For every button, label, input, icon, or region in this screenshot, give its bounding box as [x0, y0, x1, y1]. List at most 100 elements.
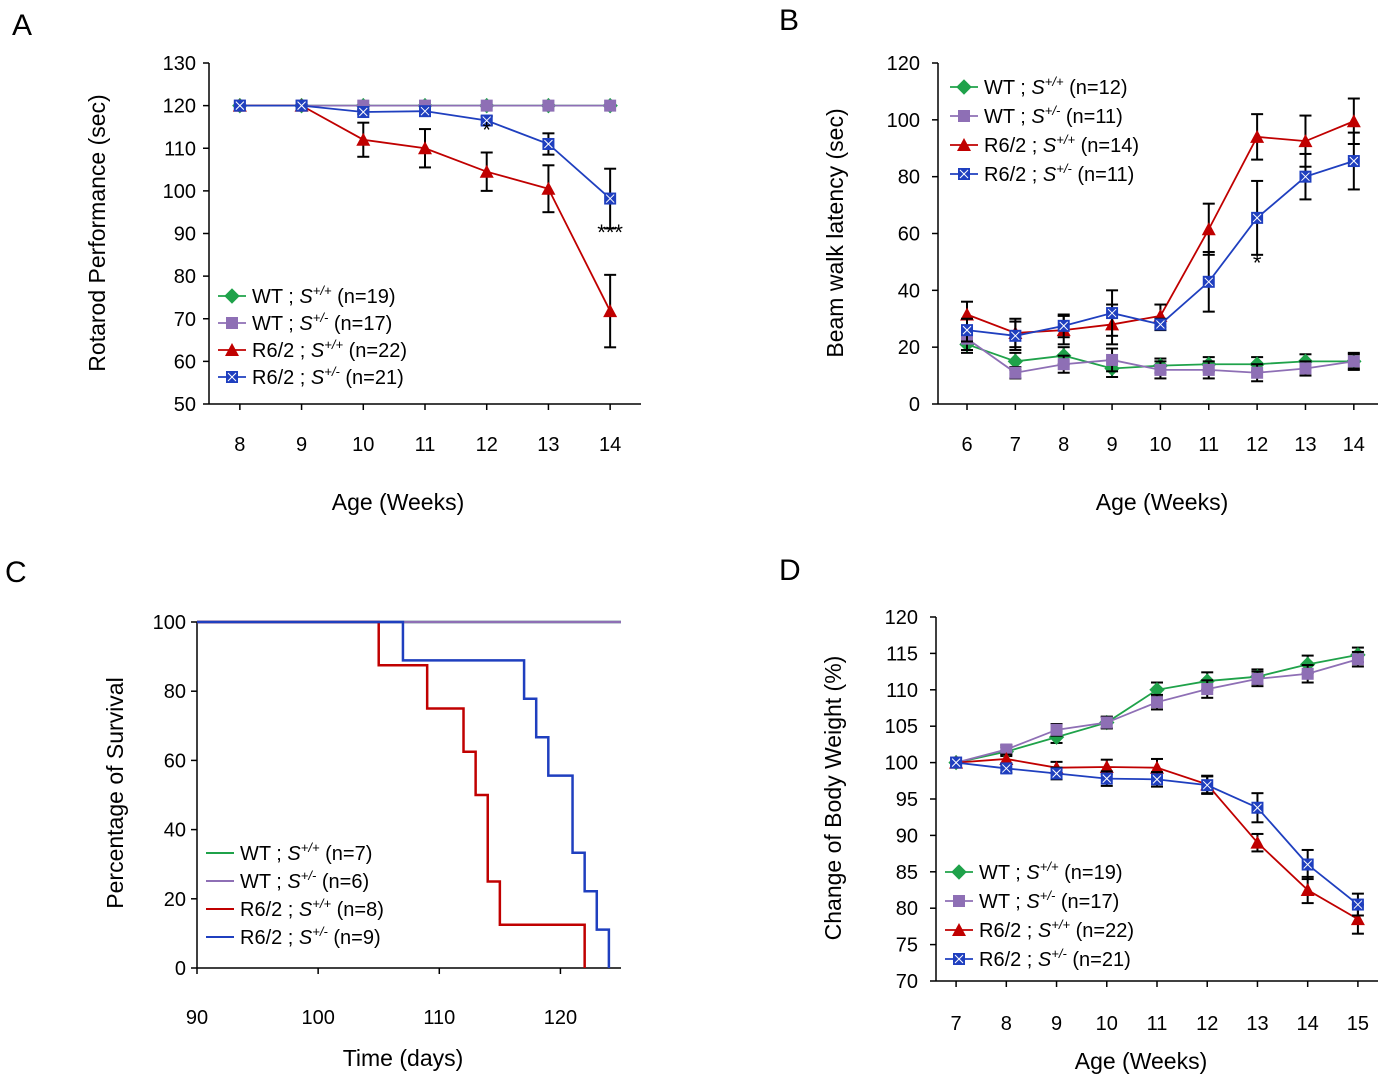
legend-label: R6/2 ; S+/- (n=21) — [979, 946, 1131, 971]
x-tick-label: 8 — [234, 434, 245, 456]
series — [197, 620, 586, 968]
series — [232, 98, 618, 349]
legend-label: R6/2 ; S+/+ (n=14) — [984, 132, 1139, 157]
marker-square — [1100, 716, 1113, 729]
legend-label-part: (n=9) — [328, 927, 381, 949]
significance-annotation: *** — [597, 220, 623, 245]
marker-triangle — [952, 923, 966, 936]
y-tick-label: 105 — [885, 716, 918, 738]
legend-label: WT ; S+/+ (n=7) — [240, 840, 372, 865]
marker-triangle — [356, 132, 371, 146]
x-axis-title: Age (Weeks) — [332, 489, 465, 515]
x-tick-label: 9 — [1051, 1013, 1062, 1035]
legend-entry: WT ; S+/- (n=6) — [206, 868, 369, 893]
y-tick-label: 0 — [175, 958, 186, 980]
marker-x-stroke — [227, 372, 237, 382]
legend-label: R6/2 ; S+/- (n=9) — [240, 924, 381, 949]
x-tick-label: 12 — [1196, 1013, 1218, 1035]
legend-label-part: +/- — [1045, 103, 1061, 118]
marker-square — [1050, 723, 1063, 736]
legend-label-part: S — [311, 340, 325, 362]
legend-entry: R6/2 ; S+/+ (n=8) — [206, 896, 384, 921]
panel-label-b: B — [779, 4, 799, 37]
marker-square — [953, 895, 965, 907]
x-tick-label: 12 — [476, 434, 498, 456]
marker-square — [1251, 672, 1264, 685]
legend-entry: R6/2 ; S+/+ (n=14) — [950, 132, 1139, 157]
x-tick-label: 13 — [1246, 1013, 1268, 1035]
legend-entry: R6/2 ; S+/- (n=21) — [945, 946, 1131, 971]
legend-label: R6/2 ; S+/+ (n=8) — [240, 896, 384, 921]
x-tick-label: 8 — [1001, 1013, 1012, 1035]
y-tick-label: 120 — [885, 607, 918, 629]
y-tick-label: 75 — [896, 935, 918, 957]
marker-square — [542, 99, 555, 112]
series — [961, 326, 1360, 383]
marker-triangle — [1350, 912, 1365, 926]
legend-label-part: +/+ — [1040, 859, 1059, 874]
marker-square — [1299, 362, 1312, 375]
marker-x-stroke — [951, 758, 961, 767]
y-tick-label: 120 — [163, 96, 196, 118]
marker-x-stroke — [954, 954, 964, 964]
x-tick-label: 120 — [544, 1007, 577, 1029]
marker-square — [1351, 653, 1364, 666]
marker-square — [1151, 696, 1163, 709]
legend-label-part: R6/2 ; — [979, 920, 1038, 942]
x-tick-label: 14 — [1297, 1013, 1319, 1035]
marker-triangle — [999, 751, 1014, 765]
x-tick-label: 13 — [1294, 434, 1316, 456]
y-tick-label: 100 — [153, 612, 186, 634]
y-tick-label: 100 — [887, 110, 920, 132]
y-tick-label: 50 — [174, 394, 196, 416]
x-tick-label: 11 — [1147, 1013, 1168, 1035]
panel-label-c: C — [5, 556, 27, 589]
panel-d-body-weight-chart: 70 75 80 85 90 95 100 105 110 115 120 7 8 9 10 11 12 13 14… — [820, 607, 1378, 1074]
marker-square — [480, 99, 493, 112]
x-tick-label: 7 — [1010, 434, 1021, 456]
legend-label-part: +/- — [324, 364, 340, 379]
legend-label: WT ; S+/- (n=11) — [984, 103, 1123, 128]
series-line — [955, 658, 1359, 764]
marker-square — [1202, 363, 1215, 376]
x-axis-title: Time (days) — [343, 1045, 464, 1071]
marker-x-stroke — [1011, 331, 1020, 341]
panel-b-beam-walk-chart: 0 20 40 60 80 100 120 6 7 8 9 10 11 12 13 14 Age (Weeks)… — [822, 53, 1378, 515]
legend-entry: WT ; S+/- (n=11) — [950, 103, 1123, 128]
marker-x-stroke — [235, 101, 245, 110]
legend-label-part: (n=8) — [331, 899, 384, 921]
y-tick-label: 120 — [887, 53, 920, 75]
y-tick-label: 100 — [163, 181, 196, 203]
y-tick-label: 0 — [909, 394, 920, 416]
x-tick-label: 11 — [415, 434, 436, 456]
legend-label-part: (n=22) — [1070, 920, 1134, 942]
y-axis-title: Change of Body Weight (%) — [820, 656, 846, 941]
marker-diamond — [951, 864, 967, 880]
y-tick-label: 110 — [886, 680, 918, 702]
x-axis-title: Age (Weeks) — [1096, 489, 1229, 515]
legend-label-part: +/- — [312, 924, 328, 939]
marker-x-stroke — [1059, 321, 1069, 331]
legend-label: WT ; S+/+ (n=19) — [252, 283, 395, 308]
marker-square — [604, 99, 617, 112]
y-tick-label: 20 — [898, 337, 920, 359]
legend-label: WT ; S+/+ (n=19) — [979, 859, 1122, 884]
marker-square — [1301, 667, 1314, 680]
y-tick-label: 90 — [896, 825, 918, 847]
legend-label-part: +/- — [301, 868, 317, 883]
y-axis-title: Rotarod Performance (sec) — [84, 94, 110, 371]
y-tick-label: 115 — [886, 643, 918, 665]
marker-square — [1251, 366, 1264, 379]
y-tick-label: 80 — [896, 898, 918, 920]
legend-label-part: (n=17) — [1055, 891, 1119, 913]
legend-label-part: R6/2 ; — [252, 340, 311, 362]
y-tick-label: 20 — [164, 889, 186, 911]
x-tick-label: 13 — [537, 434, 559, 456]
legend-label-part: WT ; — [984, 77, 1031, 99]
legend-label-part: (n=21) — [1067, 949, 1131, 971]
marker-x-stroke — [358, 107, 368, 117]
legend-label-part: (n=14) — [1075, 135, 1139, 157]
legend-label-part: +/+ — [1056, 132, 1075, 147]
legend-label-part: S — [299, 286, 313, 308]
